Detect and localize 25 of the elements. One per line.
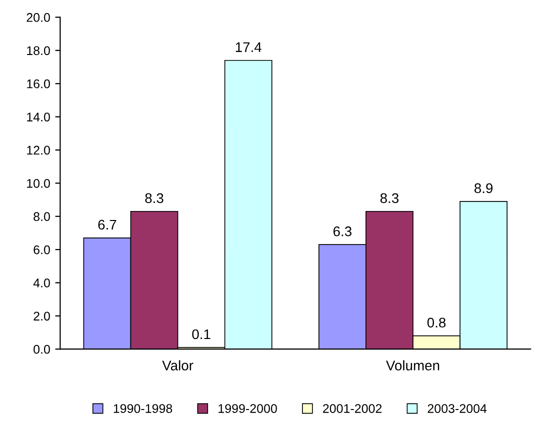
y-tick-label: 4.0 [33,278,50,288]
y-tick-label: 8.0 [34,212,50,222]
legend-label: 2001-2002 [323,404,382,413]
legend-label: 1990-1998 [114,404,172,413]
y-tick-label: 10.0 [27,178,50,188]
legend-label: 2003-2004 [428,404,487,413]
y-tick-label: 0.0 [34,344,50,354]
x-tick-label: Volumen [386,360,440,370]
y-tick-label: 2.0 [34,312,50,321]
data-label: 8.9 [474,183,493,194]
data-label: 0.8 [427,318,446,328]
data-label: 17.4 [236,42,262,52]
data-label: 0.1 [192,329,210,340]
data-label: 8.3 [380,193,399,204]
legend-label: 1999-2000 [218,404,277,413]
y-tick-label: 18.0 [27,46,50,56]
x-tick-label: Valor [162,360,194,370]
y-tick-label: 20.0 [26,13,50,22]
data-label: 6.3 [333,226,352,236]
data-label: 8.3 [145,193,164,204]
y-tick-label: 16.0 [27,79,50,88]
y-tick-label: 6.0 [34,245,50,254]
y-tick-label: 12.0 [27,146,50,155]
data-label: 6.7 [98,220,116,230]
y-tick-label: 14.0 [27,112,50,122]
